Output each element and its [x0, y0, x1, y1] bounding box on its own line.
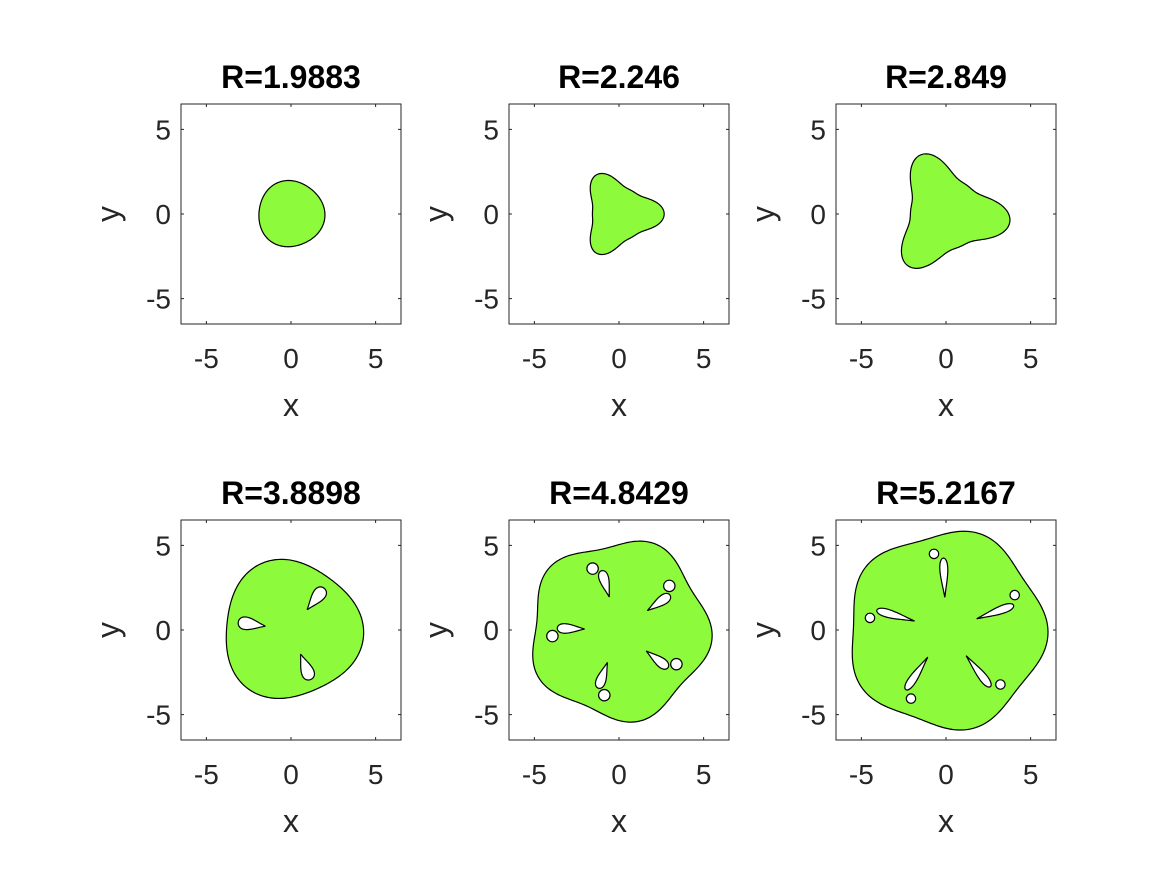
- hole-6-4: [905, 693, 917, 704]
- subplot-title: R=4.8429: [549, 475, 689, 511]
- hole-5-3: [546, 629, 559, 643]
- y-tick-label: 0: [483, 199, 499, 230]
- subplot-1: -5 0 5 -5 0 5 R=1.9883 x y: [90, 59, 402, 423]
- x-axis-label: x: [283, 803, 299, 839]
- x-tick-label: 0: [938, 343, 954, 374]
- x-tick-label: 5: [368, 343, 384, 374]
- y-tick-label: 0: [155, 615, 171, 646]
- hole-5-2: [586, 562, 599, 575]
- y-tick-label: 5: [155, 530, 171, 561]
- y-tick-label: -5: [474, 700, 499, 731]
- subplot-4: -5 0 5 -5 0 5 R=3.8898 x y: [90, 475, 402, 839]
- y-tick-label: 0: [155, 199, 171, 230]
- x-tick-label: -5: [194, 343, 219, 374]
- y-tick-label: -5: [146, 284, 171, 315]
- x-tick-label: -5: [194, 759, 219, 790]
- x-axis-label: x: [283, 387, 299, 423]
- x-tick-label: 0: [938, 759, 954, 790]
- y-axis-label: y: [745, 206, 781, 222]
- x-tick-label: 5: [696, 343, 712, 374]
- y-tick-label: 5: [810, 530, 826, 561]
- hole-6-3: [864, 612, 876, 624]
- subplot-5: -5 0 5 -5 0 5 R=4.8429 x y: [418, 475, 730, 839]
- x-tick-label: 5: [1023, 759, 1039, 790]
- subplot-2: -5 0 5 -5 0 5 R=2.246 x y: [418, 59, 730, 423]
- y-tick-label: 5: [810, 114, 826, 145]
- pattern-6: [851, 530, 1049, 731]
- subplot-title: R=5.2167: [876, 475, 1016, 511]
- y-tick-label: 5: [483, 114, 499, 145]
- x-tick-label: -5: [849, 343, 874, 374]
- x-tick-label: 0: [611, 343, 627, 374]
- subplot-title: R=2.849: [885, 59, 1007, 95]
- pattern-5: [532, 540, 713, 723]
- hole-6-5: [995, 679, 1006, 690]
- pattern-4: [225, 558, 365, 700]
- y-tick-label: -5: [146, 700, 171, 731]
- hole-6-2: [928, 548, 940, 560]
- y-axis-label: y: [745, 622, 781, 638]
- subplot-title: R=2.246: [558, 59, 680, 95]
- subplot-6: -5 0 5 -5 0 5 R=5.2167 x y: [745, 475, 1057, 839]
- subplot-3: -5 0 5 -5 0 5 R=2.849 x y: [745, 59, 1057, 423]
- y-tick-label: -5: [801, 700, 826, 731]
- subplot-title: R=3.8898: [221, 475, 361, 511]
- pattern-1: [258, 179, 326, 248]
- y-axis-label: y: [418, 622, 454, 638]
- y-tick-label: 5: [483, 530, 499, 561]
- hole-6-1: [1009, 589, 1020, 601]
- x-tick-label: -5: [849, 759, 874, 790]
- subplot-title: R=1.9883: [221, 59, 361, 95]
- y-tick-label: 0: [810, 615, 826, 646]
- x-tick-label: 5: [1023, 343, 1039, 374]
- y-tick-label: 0: [810, 199, 826, 230]
- x-axis-label: x: [938, 803, 954, 839]
- x-axis-label: x: [611, 387, 627, 423]
- hole-5-5: [670, 657, 683, 671]
- y-tick-label: 0: [483, 615, 499, 646]
- y-axis-label: y: [90, 206, 126, 222]
- y-axis-label: y: [418, 206, 454, 222]
- x-axis-label: x: [938, 387, 954, 423]
- y-tick-label: -5: [474, 284, 499, 315]
- hole-5-4: [597, 688, 611, 702]
- x-tick-label: 5: [368, 759, 384, 790]
- pattern-2: [589, 172, 665, 256]
- x-tick-label: 0: [611, 759, 627, 790]
- x-tick-label: 0: [283, 759, 299, 790]
- y-axis-label: y: [90, 622, 126, 638]
- x-tick-label: -5: [522, 343, 547, 374]
- pattern-3: [900, 153, 1011, 269]
- hole-5-1: [662, 579, 676, 593]
- x-tick-label: 0: [283, 343, 299, 374]
- x-tick-label: 5: [696, 759, 712, 790]
- x-axis-label: x: [611, 803, 627, 839]
- y-tick-label: 5: [155, 114, 171, 145]
- x-tick-label: -5: [522, 759, 547, 790]
- y-tick-label: -5: [801, 284, 826, 315]
